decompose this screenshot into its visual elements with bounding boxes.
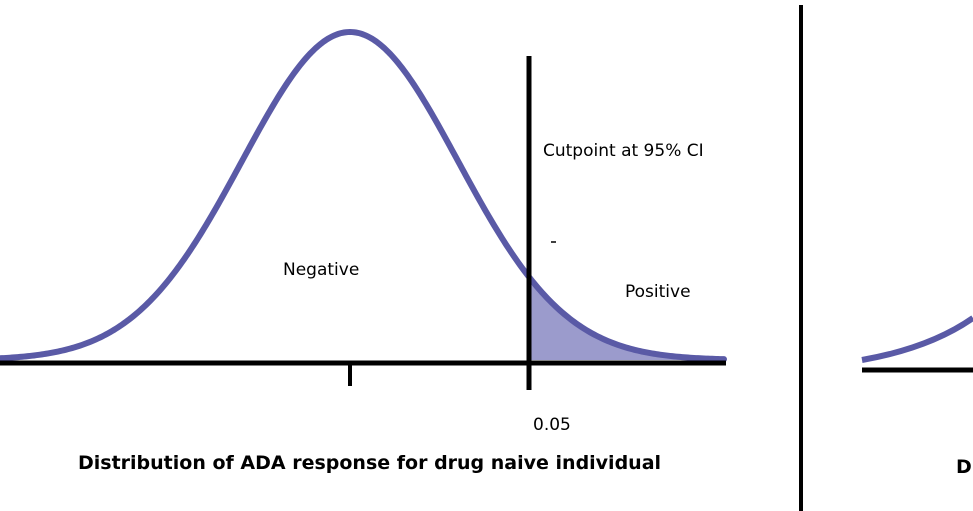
left-caption: Distribution of ADA response for drug na… xyxy=(78,452,661,474)
negative-label: Negative xyxy=(283,260,359,280)
positive-label: Positive xyxy=(625,282,691,302)
right-panel: Di xyxy=(861,315,973,478)
left-panel: Cutpoint at 95% CI Negative Positive 0.0… xyxy=(0,28,727,474)
cutpoint-tick-value: 0.05 xyxy=(533,415,571,435)
cutpoint-label: Cutpoint at 95% CI xyxy=(543,141,704,161)
right-bell-curve-fragment xyxy=(861,315,973,363)
positive-tail-region xyxy=(529,276,724,360)
bell-curve xyxy=(0,28,727,363)
right-caption-fragment: Di xyxy=(956,456,973,478)
